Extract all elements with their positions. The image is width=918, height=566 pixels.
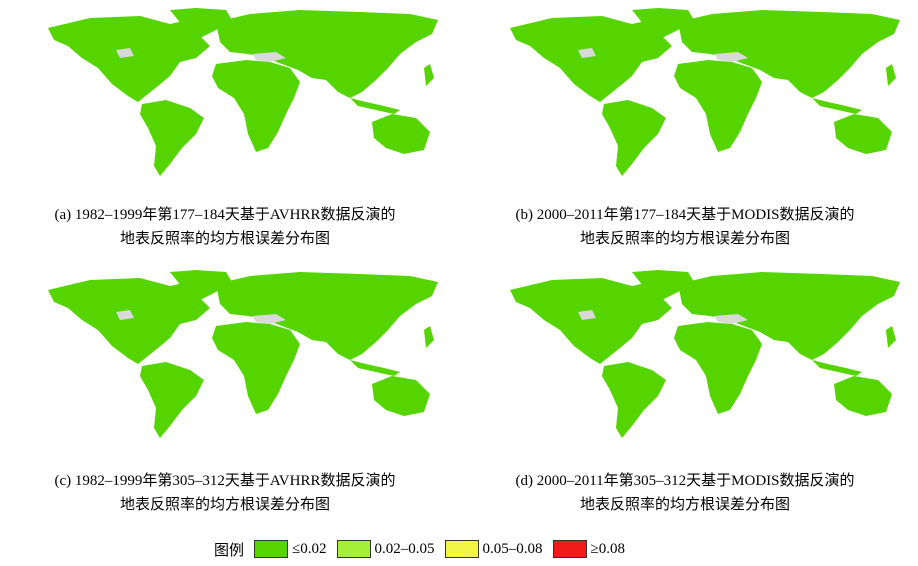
caption-line: 地表反照率的均方根误差分布图 bbox=[119, 497, 330, 513]
land bbox=[510, 8, 900, 176]
caption-line: 地表反照率的均方根误差分布图 bbox=[579, 497, 790, 513]
caption-line: (a) 1982–1999年第177–184天基于AVHRR数据反演的 bbox=[54, 207, 396, 223]
map bbox=[48, 270, 438, 438]
caption-line: 地表反照率的均方根误差分布图 bbox=[119, 231, 330, 247]
legend-label: 0.05–0.08 bbox=[482, 540, 543, 557]
legend-title: 图例 bbox=[214, 542, 245, 559]
legend-swatch bbox=[552, 540, 587, 558]
caption-line: (d) 2000–2011年第305–312天基于MODIS数据反演的 bbox=[515, 473, 855, 489]
land bbox=[48, 270, 438, 438]
legend: 图例 ≤0.02 0.02–0.05 0.05–0.08 ≥0.08 bbox=[214, 537, 625, 561]
map bbox=[510, 8, 900, 176]
legend-swatch bbox=[336, 540, 371, 558]
caption: (a) 1982–1999年第177–184天基于AVHRR数据反演的 地表反照率… bbox=[5, 203, 445, 251]
land bbox=[48, 8, 438, 176]
map bbox=[510, 270, 900, 438]
legend-label: ≥0.08 bbox=[590, 540, 625, 557]
legend-swatch bbox=[444, 540, 479, 558]
caption: (d) 2000–2011年第305–312天基于MODIS数据反演的 地表反照率… bbox=[465, 469, 905, 517]
legend-label: 0.02–0.05 bbox=[374, 540, 435, 557]
legend-label: ≤0.02 bbox=[292, 540, 327, 557]
caption-line: 地表反照率的均方根误差分布图 bbox=[579, 231, 790, 247]
legend-swatch bbox=[254, 540, 289, 558]
caption: (b) 2000–2011年第177–184天基于MODIS数据反演的 地表反照率… bbox=[465, 203, 905, 251]
caption-line: (b) 2000–2011年第177–184天基于MODIS数据反演的 bbox=[515, 207, 855, 223]
map bbox=[48, 8, 438, 176]
land bbox=[510, 270, 900, 438]
caption-line: (c) 1982–1999年第305–312天基于AVHRR数据反演的 bbox=[54, 473, 396, 489]
caption: (c) 1982–1999年第305–312天基于AVHRR数据反演的 地表反照率… bbox=[5, 469, 445, 517]
